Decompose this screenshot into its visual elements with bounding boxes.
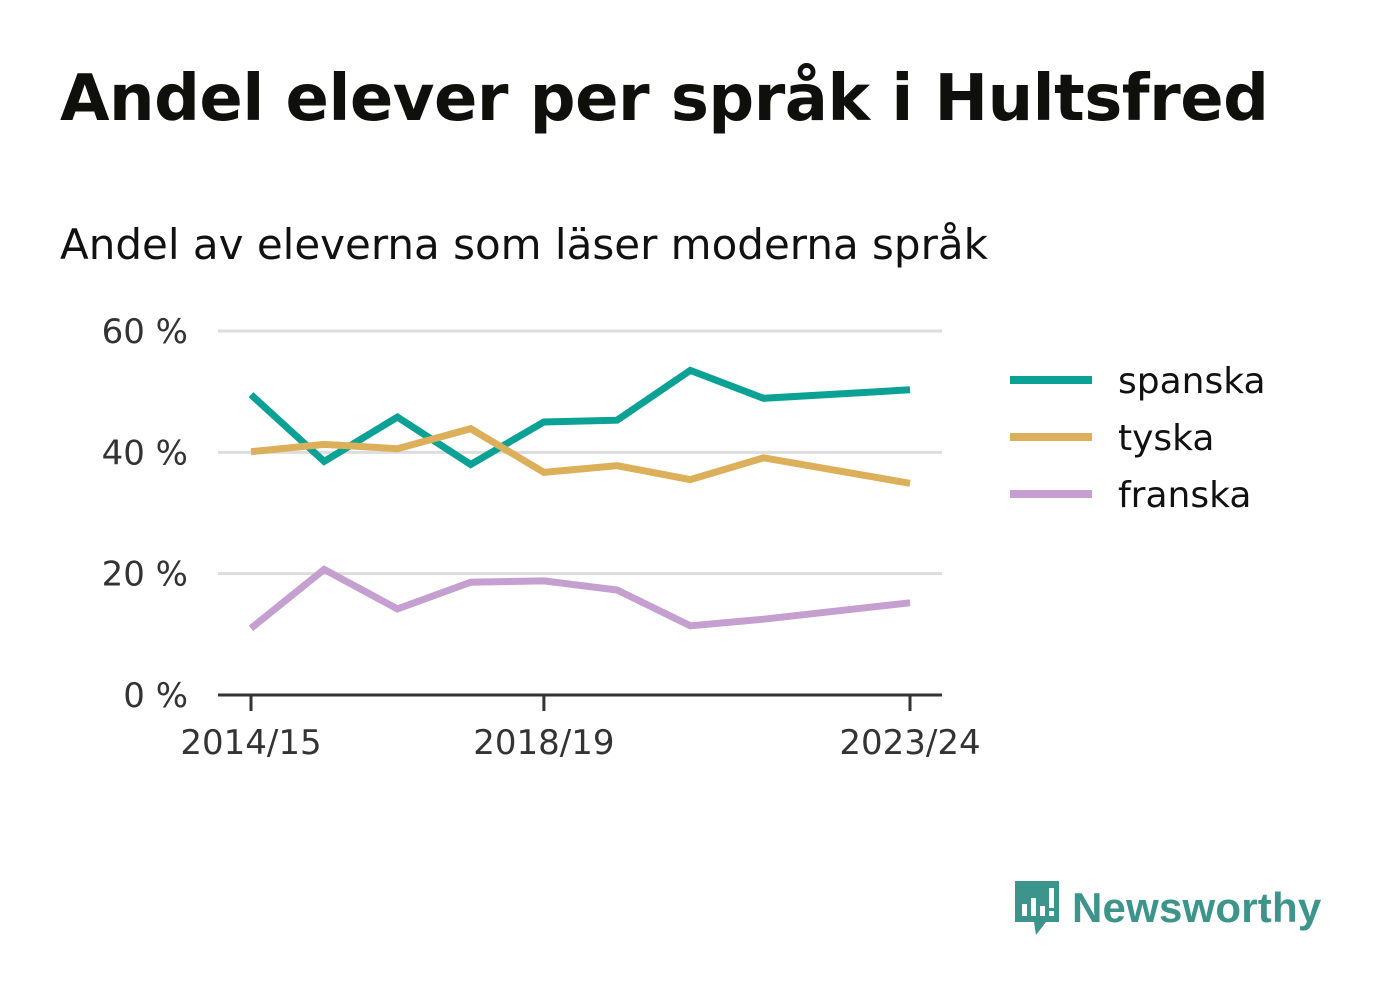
series-line-tyska (250, 424, 911, 487)
series-lines (248, 366, 911, 632)
newsworthy-logo: Newsworthy (1012, 878, 1321, 938)
x-tick-label: 2014/15 (180, 723, 321, 763)
y-tick-label: 0 % (123, 676, 188, 716)
series-line-franska (248, 565, 911, 632)
gridlines (218, 329, 942, 576)
y-axis: 0 % 20 % 40 % 60 % (102, 312, 188, 716)
series-line-spanska (248, 366, 911, 469)
y-tick-label: 40 % (102, 433, 188, 473)
chart-subtitle: Andel av eleverna som läser moderna språ… (60, 220, 988, 269)
x-tick-label: 2018/19 (473, 723, 614, 763)
newsworthy-logo-icon (1015, 881, 1059, 935)
y-tick-label: 60 % (102, 312, 188, 352)
logo-text: Newsworthy (1072, 884, 1322, 931)
legend-label-tyska: tyska (1118, 418, 1214, 459)
legend-label-franska: franska (1118, 475, 1251, 516)
legend: spanska tyska franska (1010, 361, 1266, 516)
x-axis: 2014/15 2018/19 2023/24 (180, 693, 981, 763)
chart-title: Andel elever per språk i Hultsfred (60, 62, 1269, 136)
legend-label-spanska: spanska (1118, 361, 1266, 402)
x-tick-label: 2023/24 (839, 723, 980, 763)
y-tick-label: 20 % (102, 555, 188, 595)
